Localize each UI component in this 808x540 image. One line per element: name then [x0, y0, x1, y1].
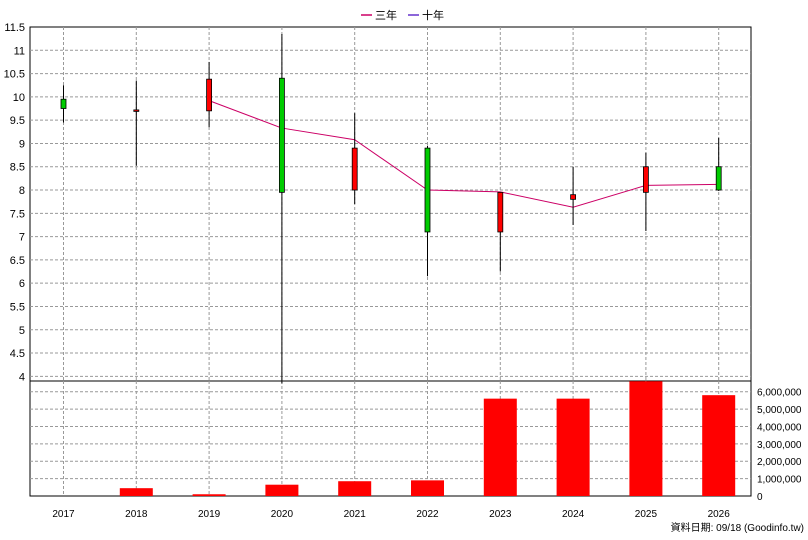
candle-body — [715, 166, 722, 191]
candle-body — [424, 147, 431, 233]
price-tick-label: 7 — [19, 232, 25, 244]
x-tick-label: 2022 — [416, 509, 439, 520]
volume-bar — [265, 484, 299, 496]
candle-body — [497, 191, 504, 233]
volume-bar — [483, 398, 517, 496]
volume-bar — [411, 480, 444, 496]
price-tick-label: 5.5 — [10, 301, 25, 313]
volume-axis: 0 1,000,000 2,000,000 3,000,000 4,000,000 5,0… — [757, 388, 802, 503]
footer-source: 資料日期: 09/18 (Goodinfo.tw) — [671, 521, 804, 534]
volume-tick-label: 4,000,000 — [757, 422, 802, 433]
price-tick-label: 8 — [19, 185, 25, 197]
price-plot-frame — [29, 26, 752, 382]
legend-label-3y: 三年 — [375, 8, 397, 22]
price-tick-label: 5 — [19, 325, 25, 337]
price-tick-label: 6.5 — [10, 255, 25, 267]
volume-tick-label: 0 — [757, 492, 763, 503]
volume-tick-label: 1,000,000 — [757, 475, 802, 486]
x-tick-label: 2026 — [708, 509, 731, 520]
price-tick-label: 9.5 — [10, 115, 25, 127]
candle-body — [133, 109, 140, 112]
candle-body — [206, 78, 213, 112]
price-tick-label: 7.5 — [10, 208, 25, 220]
legend: 三年 十年 — [361, 8, 444, 22]
price-axis: 4 4.5 5 5.5 6 6.5 7 7.5 8 8.5 9 9.5 10 10.5 11 11.5 — [4, 22, 25, 383]
price-tick-label: 4.5 — [10, 348, 25, 360]
x-tick-label: 2024 — [562, 509, 585, 520]
price-tick-label: 10.5 — [4, 69, 25, 81]
price-tick-label: 11.5 — [4, 22, 25, 34]
x-tick-label: 2017 — [52, 509, 75, 520]
x-tick-label: 2025 — [635, 509, 658, 520]
candle-body — [278, 77, 285, 193]
candle-body — [570, 194, 576, 200]
price-tick-label: 4 — [19, 371, 25, 383]
volume-tick-label: 6,000,000 — [757, 388, 802, 399]
volume-bar — [556, 398, 590, 496]
volume-tick-label: 5,000,000 — [757, 405, 802, 416]
x-tick-label: 2023 — [489, 509, 512, 520]
volume-bars — [119, 381, 736, 496]
volume-bar — [119, 488, 153, 496]
x-axis: 2017 2018 2019 2020 2021 2022 2023 2024 2025 2026 — [52, 509, 730, 520]
candles — [60, 33, 722, 384]
candle-body — [60, 98, 67, 109]
legend-label-10y: 十年 — [422, 8, 444, 22]
x-tick-label: 2018 — [125, 509, 148, 520]
price-tick-label: 10 — [13, 92, 25, 104]
price-tick-label: 8.5 — [10, 162, 25, 174]
volume-tick-label: 3,000,000 — [757, 440, 802, 451]
volume-bar — [338, 481, 372, 496]
price-tick-label: 6 — [19, 278, 25, 290]
candle-body — [643, 166, 649, 193]
volume-bar — [629, 381, 663, 496]
x-tick-label: 2019 — [198, 509, 221, 520]
x-tick-label: 2021 — [344, 509, 367, 520]
price-grid — [30, 27, 751, 381]
candle-body — [351, 147, 358, 191]
volume-bar — [702, 395, 736, 496]
volume-tick-label: 2,000,000 — [757, 457, 802, 468]
volume-bar — [192, 494, 226, 496]
ma-line-group — [208, 100, 719, 208]
ma-line-3y — [208, 100, 719, 208]
price-tick-label: 11 — [14, 45, 25, 57]
x-tick-label: 2020 — [271, 509, 294, 520]
price-tick-label: 9 — [19, 138, 25, 150]
